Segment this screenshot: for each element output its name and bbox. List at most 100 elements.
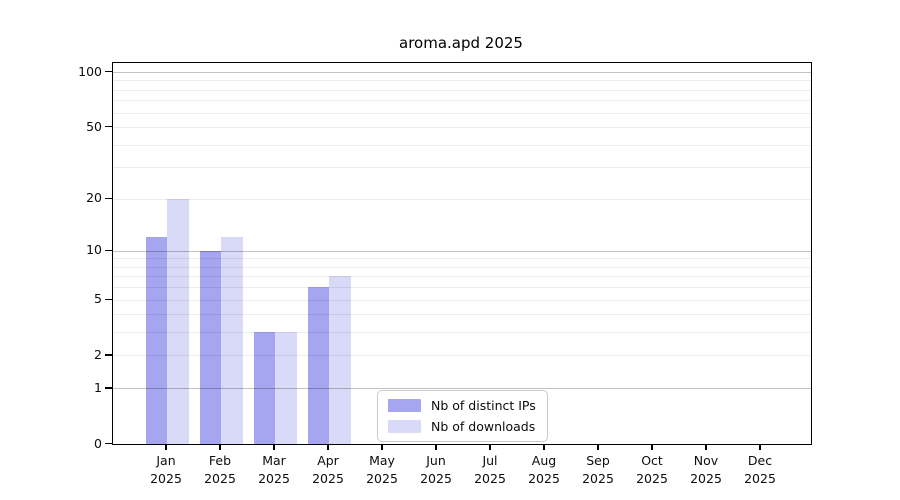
y-tick-mark-50	[105, 126, 112, 128]
chart-title: aroma.apd 2025	[399, 34, 523, 52]
y-tick-label-2: 2	[94, 346, 102, 362]
x-tick-label-sep: Sep 2025	[568, 452, 628, 487]
x-tick-mark-apr	[327, 445, 329, 450]
x-tick-mark-feb	[219, 445, 221, 450]
x-tick-year-dec: 2025	[744, 470, 776, 486]
x-tick-month-dec: Dec	[747, 453, 773, 468]
x-tick-label-mar: Mar 2025	[244, 452, 304, 487]
x-tick-mark-may	[381, 445, 383, 450]
y-gridline-major-100	[113, 72, 811, 73]
legend: Nb of distinct IPs Nb of downloads	[377, 390, 548, 442]
x-tick-mark-jun	[435, 445, 437, 450]
legend-swatch-distinct-ips	[388, 399, 421, 412]
x-tick-year-apr: 2025	[312, 470, 344, 486]
legend-item-downloads: Nb of downloads	[388, 418, 536, 435]
bar-distinct-ips-apr	[307, 287, 329, 444]
x-tick-mark-mar	[273, 445, 275, 450]
x-tick-year-may: 2025	[366, 470, 398, 486]
x-tick-year-jul: 2025	[474, 470, 506, 486]
x-tick-year-jun: 2025	[420, 470, 452, 486]
x-tick-month-oct: Oct	[641, 453, 663, 468]
y-tick-mark-5	[105, 298, 112, 300]
y-tick-mark-20	[105, 197, 112, 199]
x-tick-mark-jul	[489, 445, 491, 450]
legend-item-distinct-ips: Nb of distinct IPs	[388, 397, 536, 414]
x-tick-label-jul: Jul 2025	[460, 452, 520, 487]
y-tick-label-5: 5	[94, 291, 102, 307]
x-tick-label-jun: Jun 2025	[406, 452, 466, 487]
y-gridline-minor-90	[113, 80, 811, 82]
y-tick-label-1: 1	[94, 379, 102, 395]
x-tick-month-jul: Jul	[482, 453, 498, 468]
x-tick-year-feb: 2025	[204, 470, 236, 486]
x-tick-month-may: May	[369, 453, 395, 468]
x-tick-year-nov: 2025	[690, 470, 722, 486]
y-gridline-minor-60	[113, 112, 811, 114]
x-tick-label-nov: Nov 2025	[676, 452, 736, 487]
y-gridline-minor-7	[113, 276, 811, 278]
y-gridline-major-1	[113, 388, 811, 390]
x-tick-mark-aug	[543, 445, 545, 450]
x-tick-month-jun: Jun	[426, 453, 446, 468]
x-tick-label-aug: Aug 2025	[514, 452, 574, 487]
legend-label-downloads: Nb of downloads	[431, 419, 536, 434]
bar-downloads-jan	[167, 198, 189, 444]
y-gridline-minor-40	[113, 144, 811, 146]
y-gridline-minor-5	[113, 299, 811, 301]
x-tick-label-apr: Apr 2025	[298, 452, 358, 487]
y-tick-label-50: 50	[86, 118, 102, 134]
bar-downloads-apr	[329, 276, 351, 444]
x-tick-label-dec: Dec 2025	[730, 452, 790, 487]
legend-label-distinct-ips: Nb of distinct IPs	[431, 398, 536, 413]
y-gridline-minor-9	[113, 258, 811, 260]
y-gridline-minor-8	[113, 266, 811, 268]
x-tick-label-oct: Oct 2025	[622, 452, 682, 487]
plot-area	[112, 62, 812, 445]
y-tick-mark-2	[105, 354, 112, 356]
y-gridline-minor-3	[113, 332, 811, 334]
bar-downloads-feb	[221, 237, 243, 444]
bar-distinct-ips-feb	[199, 250, 221, 444]
y-tick-label-20: 20	[86, 190, 102, 206]
bar-distinct-ips-mar	[253, 332, 275, 444]
y-tick-mark-10	[105, 249, 112, 252]
x-tick-month-mar: Mar	[262, 453, 286, 468]
y-gridline-minor-2	[113, 355, 811, 357]
x-tick-mark-nov	[705, 445, 707, 450]
y-gridline-minor-4	[113, 314, 811, 316]
x-tick-year-mar: 2025	[258, 470, 290, 486]
y-tick-label-10: 10	[86, 242, 102, 258]
x-tick-month-jan: Jan	[156, 453, 176, 468]
y-gridline-minor-70	[113, 100, 811, 102]
x-tick-mark-jan	[165, 445, 167, 450]
y-tick-mark-1	[105, 387, 112, 389]
x-tick-label-may: May 2025	[352, 452, 412, 487]
x-tick-month-sep: Sep	[586, 453, 610, 468]
x-tick-mark-sep	[597, 445, 599, 450]
y-gridline-minor-30	[113, 167, 811, 169]
x-tick-month-feb: Feb	[208, 453, 232, 468]
x-tick-label-jan: Jan 2025	[136, 452, 196, 487]
y-tick-label-100: 100	[78, 63, 102, 79]
legend-swatch-downloads	[388, 420, 421, 433]
x-tick-year-aug: 2025	[528, 470, 560, 486]
x-tick-year-oct: 2025	[636, 470, 668, 486]
x-tick-year-sep: 2025	[582, 470, 614, 486]
y-tick-mark-100	[105, 71, 112, 73]
y-gridline-minor-20	[113, 198, 811, 200]
y-gridline-minor-80	[113, 89, 811, 91]
bar-downloads-mar	[275, 332, 297, 444]
y-tick-mark-0	[105, 443, 112, 445]
x-tick-month-apr: Apr	[317, 453, 339, 468]
x-tick-mark-dec	[759, 445, 761, 450]
x-tick-label-feb: Feb 2025	[190, 452, 250, 487]
x-tick-year-jan: 2025	[150, 470, 182, 486]
y-tick-label-0: 0	[94, 435, 102, 451]
y-gridline-minor-50	[113, 127, 811, 129]
y-gridline-minor-6	[113, 287, 811, 289]
x-tick-month-aug: Aug	[531, 453, 557, 468]
y-gridline-major-10	[113, 250, 811, 252]
x-tick-month-nov: Nov	[693, 453, 719, 468]
x-tick-mark-oct	[651, 445, 653, 450]
